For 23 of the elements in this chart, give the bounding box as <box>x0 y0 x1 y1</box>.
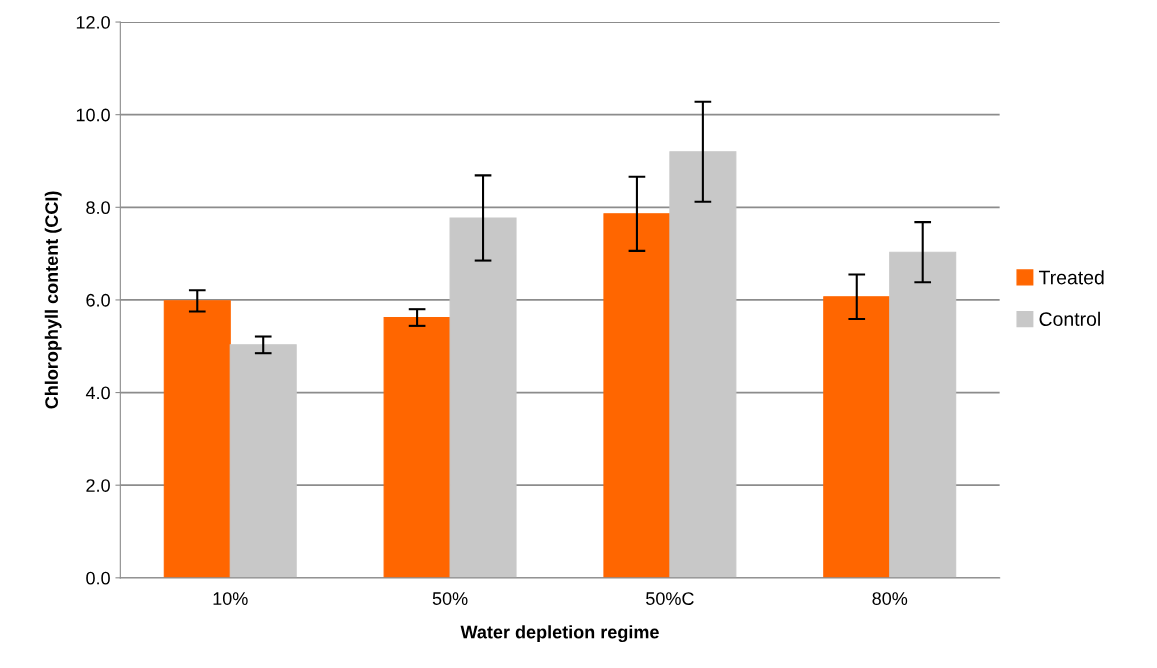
bar <box>889 251 957 578</box>
y-tick-label: 6.0 <box>86 293 110 307</box>
bar <box>603 213 671 578</box>
bar <box>823 296 891 578</box>
y-tick-label: 4.0 <box>85 386 110 400</box>
x-tick-label: 80% <box>872 592 908 605</box>
y-tick-label: 0.0 <box>86 571 110 585</box>
x-tick-label: 10% <box>213 592 248 605</box>
bar <box>449 217 517 578</box>
y-tick-label: 2.0 <box>86 479 110 492</box>
y-tick-label: 10.0 <box>76 108 110 122</box>
legend-label: Treated <box>1038 270 1104 285</box>
x-tick-label: 50% <box>432 592 468 605</box>
bar <box>383 316 451 578</box>
x-tick-label: 50%C <box>646 592 694 605</box>
bar <box>229 344 297 578</box>
y-axis-title: Chlorophyll content (CCI) <box>44 191 62 409</box>
y-tick-label: 8.0 <box>86 201 110 215</box>
bar <box>669 151 737 578</box>
bar <box>163 300 231 578</box>
legend-label: Control <box>1039 311 1100 326</box>
y-tick-label: 12.0 <box>76 15 110 29</box>
x-axis-title: Water depletion regime <box>460 625 659 643</box>
